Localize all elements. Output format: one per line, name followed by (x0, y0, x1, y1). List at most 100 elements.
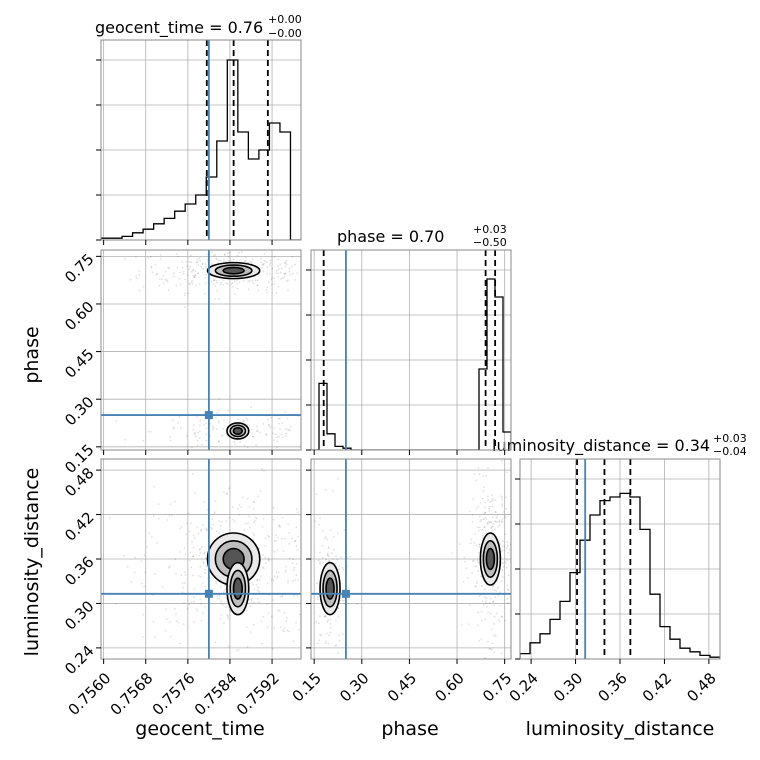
sample-point (498, 524, 501, 527)
sample-point (256, 589, 259, 592)
sample-point (201, 262, 204, 265)
sample-point (513, 571, 515, 573)
sample-point (339, 556, 342, 559)
sample-point (293, 594, 296, 597)
ytick-label-phase: 0.30 (61, 393, 97, 429)
sample-point (212, 279, 215, 282)
sample-point (216, 281, 218, 284)
sample-point (138, 273, 141, 276)
sample-point (186, 274, 189, 277)
sample-point (243, 444, 246, 447)
sample-point (298, 629, 301, 631)
sample-point (478, 545, 481, 548)
sample-point (260, 257, 262, 260)
sample-point (250, 406, 253, 409)
sample-point (506, 541, 509, 544)
sample-point (337, 607, 340, 610)
sample-point (255, 584, 258, 586)
sample-point (496, 515, 499, 517)
sample-point (277, 275, 280, 278)
sample-point (305, 594, 307, 596)
sample-point (215, 257, 218, 260)
sample-point (285, 435, 287, 437)
sample-point (280, 267, 283, 270)
sample-point (302, 254, 304, 256)
sample-point (271, 245, 273, 247)
sample-point (268, 535, 271, 538)
sample-point (302, 548, 304, 550)
sample-point (269, 426, 272, 428)
sample-point (493, 615, 496, 618)
sample-point (214, 416, 217, 419)
sample-point (336, 532, 339, 534)
sample-point (491, 505, 494, 508)
sample-point (251, 280, 254, 282)
sample-point (233, 258, 235, 261)
xlabel-geocent-time: geocent_time (135, 718, 264, 740)
sample-point (115, 602, 118, 605)
sample-point (140, 560, 143, 563)
sample-point (302, 540, 304, 542)
sample-point (277, 575, 279, 578)
sample-point (218, 532, 220, 534)
sample-point (325, 640, 327, 643)
sample-point (295, 526, 298, 529)
xtick-label-geocent_time: 0.7568 (107, 669, 157, 719)
sample-point (218, 420, 220, 422)
sample-point (190, 522, 192, 525)
sample-point (181, 261, 184, 263)
sample-point (141, 582, 144, 585)
sample-point (490, 526, 493, 528)
sample-point (124, 438, 126, 441)
sample-point (285, 616, 288, 619)
sample-point (183, 547, 186, 549)
sample-point (266, 291, 269, 294)
sample-point (324, 616, 327, 618)
sample-point (498, 520, 501, 523)
sample-point (204, 557, 207, 560)
sample-point (205, 267, 208, 269)
sample-point (267, 424, 270, 426)
sample-point (319, 612, 321, 614)
sample-point (329, 481, 331, 483)
sample-point (198, 548, 201, 551)
panel-frame (100, 249, 302, 451)
sample-point (478, 526, 481, 528)
sample-point (151, 271, 154, 274)
sample-point (459, 543, 461, 545)
sample-point (250, 600, 253, 603)
sample-point (197, 264, 200, 266)
sample-point (296, 508, 298, 510)
sample-point (175, 284, 178, 287)
sample-point (269, 262, 272, 265)
sample-point (255, 444, 258, 447)
sample-point (182, 270, 185, 273)
sample-point (335, 555, 337, 557)
sample-point (203, 243, 205, 245)
sample-point (253, 521, 256, 524)
sample-point (200, 602, 203, 605)
sample-point (493, 634, 495, 637)
sample-point (492, 516, 494, 519)
sample-point (196, 261, 198, 264)
sample-point (316, 584, 318, 586)
sample-point (199, 548, 202, 551)
sample-point (228, 487, 231, 490)
sample-point (188, 268, 191, 270)
sample-point (189, 265, 192, 268)
sample-point (501, 505, 504, 507)
sample-point (501, 550, 503, 553)
sample-point (216, 598, 219, 600)
sample-point (284, 273, 286, 276)
sample-point (285, 260, 288, 262)
sample-point (192, 269, 194, 272)
sample-point (220, 600, 222, 603)
sample-point (334, 562, 337, 565)
sample-point (205, 265, 207, 268)
sample-point (462, 580, 465, 583)
sample-point (254, 279, 257, 282)
sample-point (485, 600, 488, 602)
sample-point (288, 532, 291, 534)
sample-point (312, 597, 314, 599)
sample-point (316, 596, 319, 599)
